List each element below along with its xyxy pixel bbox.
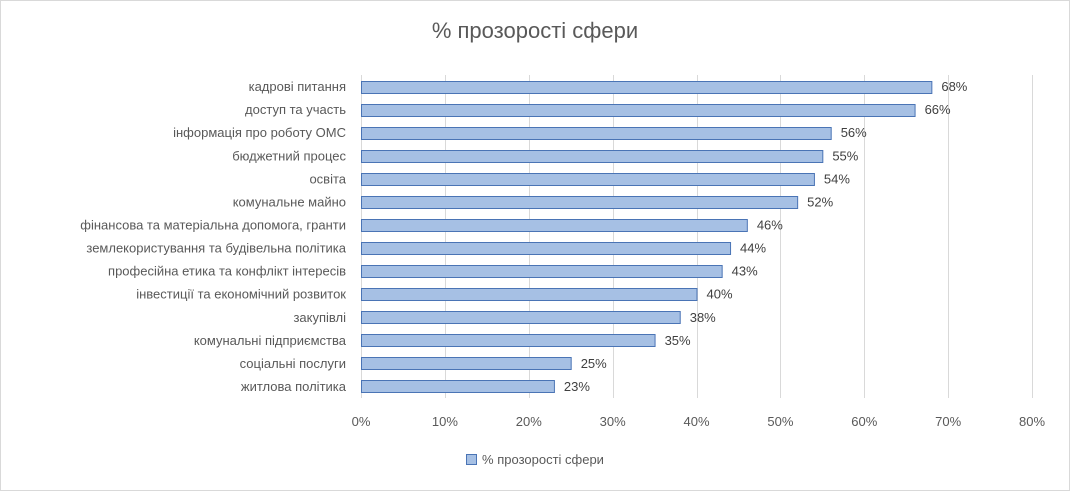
data-label: 35% (665, 333, 691, 348)
category-labels: кадрові питання доступ та участь інформаці… (80, 79, 346, 394)
legend: % прозорості сфери (0, 452, 1070, 467)
bar (361, 196, 799, 209)
category-label: житлова політика (241, 379, 347, 394)
category-label: соціальні послуги (240, 356, 346, 371)
bar (361, 288, 698, 301)
category-label: інформація про роботу ОМС (173, 125, 346, 140)
bars (361, 81, 933, 393)
data-label: 55% (832, 148, 858, 163)
data-label: 52% (807, 194, 833, 209)
data-label: 44% (740, 241, 766, 256)
bar (361, 242, 732, 255)
x-tick-label: 10% (432, 414, 458, 429)
x-tick-label: 70% (935, 414, 961, 429)
category-label: комунальні підприємства (194, 333, 347, 348)
x-tick-label: 80% (1019, 414, 1045, 429)
data-label: 23% (564, 379, 590, 394)
x-tick-label: 0% (352, 414, 371, 429)
bar (361, 380, 555, 393)
category-label: землекористування та будівельна політика (86, 241, 346, 256)
data-label: 66% (925, 102, 951, 117)
bar (361, 219, 748, 232)
data-label: 46% (757, 217, 783, 232)
data-labels: 68% 66% 56% 55% 54% 52% 46% 44% 43% 40% 38% 35% 25% 2… (564, 79, 968, 394)
x-tick-labels: 0% 10% 20% 30% 40% 50% 60% 70% 80% (352, 414, 1046, 429)
data-label: 38% (690, 310, 716, 325)
category-label: кадрові питання (249, 79, 346, 94)
bar (361, 104, 916, 117)
category-label: доступ та участь (245, 102, 346, 117)
data-label: 54% (824, 171, 850, 186)
legend-label: % прозорості сфери (482, 452, 604, 467)
category-label: освіта (309, 171, 346, 186)
bar (361, 150, 824, 163)
gridlines (361, 75, 1033, 398)
data-label: 68% (941, 79, 967, 94)
data-label: 40% (707, 287, 733, 302)
bar (361, 357, 572, 370)
x-tick-label: 60% (851, 414, 877, 429)
bar (361, 311, 681, 324)
bar (361, 265, 723, 278)
category-label: бюджетний процес (232, 148, 346, 163)
data-label: 43% (732, 264, 758, 279)
bar (361, 334, 656, 347)
bar (361, 127, 832, 140)
category-label: комунальне майно (233, 194, 346, 209)
x-tick-label: 30% (600, 414, 626, 429)
data-label: 25% (581, 356, 607, 371)
category-label: фінансова та матеріальна допомога, грант… (80, 217, 346, 232)
data-label: 56% (841, 125, 867, 140)
category-label: інвестиції та економічний розвиток (136, 287, 346, 302)
x-tick-label: 20% (516, 414, 542, 429)
bar (361, 173, 815, 186)
category-label: закупівлі (293, 310, 346, 325)
x-tick-label: 50% (767, 414, 793, 429)
x-tick-label: 40% (683, 414, 709, 429)
bar (361, 81, 933, 94)
category-label: професійна етика та конфлікт інтересів (108, 264, 346, 279)
legend-swatch (466, 454, 478, 465)
chart-title: % прозорості сфери (431, 18, 639, 43)
